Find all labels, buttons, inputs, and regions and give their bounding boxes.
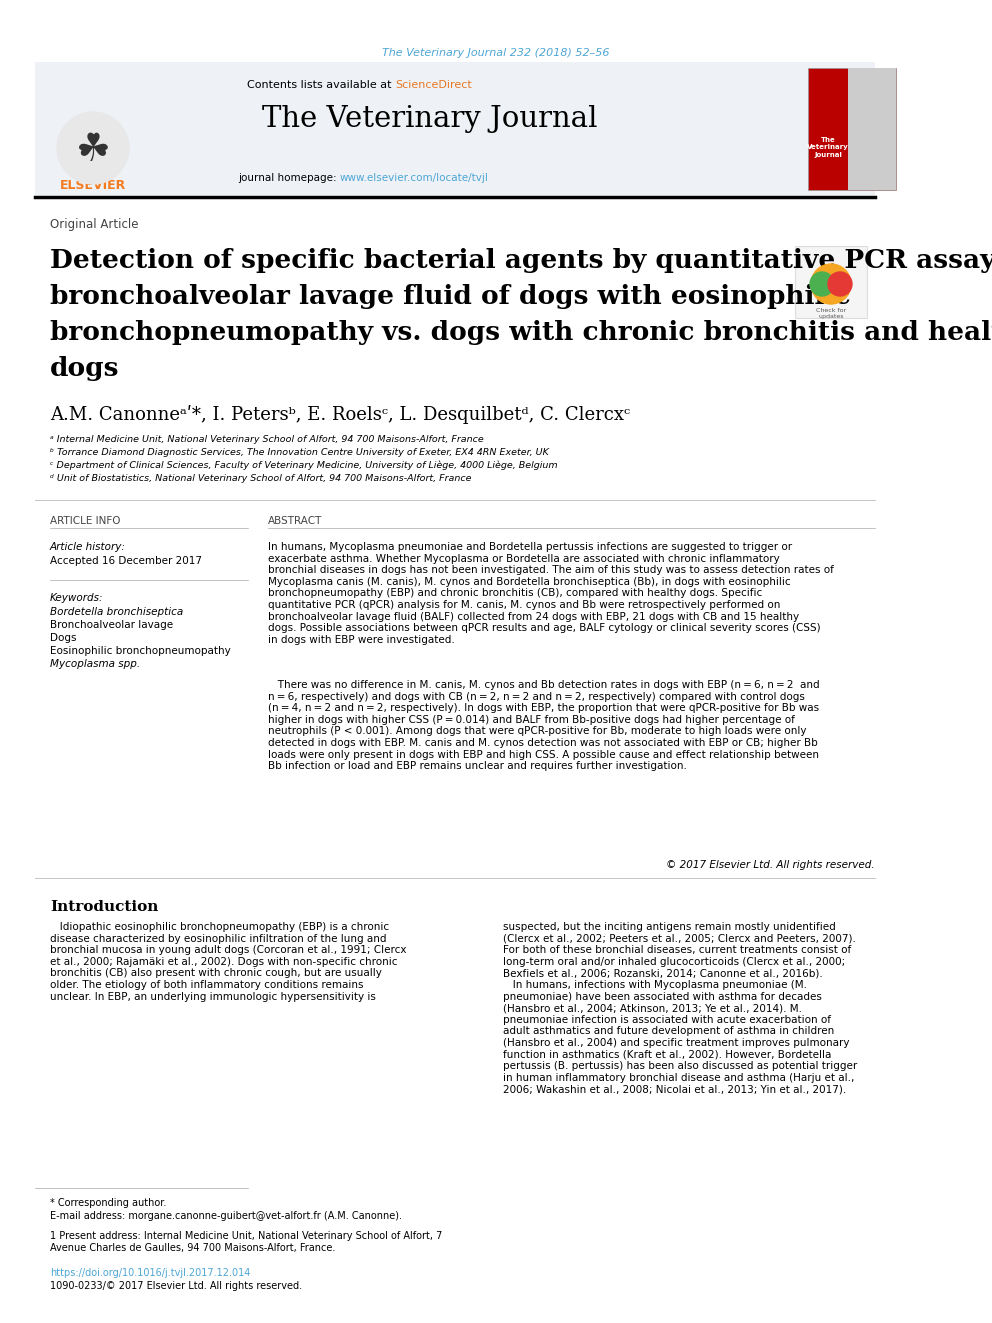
Text: ScienceDirect: ScienceDirect [395, 79, 472, 90]
Text: ᵃ Internal Medicine Unit, National Veterinary School of Alfort, 94 700 Maisons-A: ᵃ Internal Medicine Unit, National Veter… [50, 435, 484, 445]
Text: dogs: dogs [50, 356, 119, 381]
Bar [848, 67, 896, 191]
Text: Bordetella bronchiseptica: Bordetella bronchiseptica [50, 607, 184, 617]
Text: 1090-0233/© 2017 Elsevier Ltd. All rights reserved.: 1090-0233/© 2017 Elsevier Ltd. All right… [50, 1281, 303, 1291]
Text: ᵇ Torrance Diamond Diagnostic Services, The Innovation Centre University of Exet: ᵇ Torrance Diamond Diagnostic Services, … [50, 448, 549, 456]
Circle shape [57, 112, 129, 184]
Text: The
Veterinary
Journal: The Veterinary Journal [807, 136, 849, 157]
Text: In humans, Mycoplasma pneumoniae and Bordetella pertussis infections are suggest: In humans, Mycoplasma pneumoniae and Bor… [268, 542, 834, 644]
Text: * Corresponding author.: * Corresponding author. [50, 1199, 167, 1208]
Text: bronchoalveolar lavage fluid of dogs with eosinophilic: bronchoalveolar lavage fluid of dogs wit… [50, 284, 850, 310]
Text: Avenue Charles de Gaulles, 94 700 Maisons-Alfort, France.: Avenue Charles de Gaulles, 94 700 Maison… [50, 1244, 335, 1253]
Text: © 2017 Elsevier Ltd. All rights reserved.: © 2017 Elsevier Ltd. All rights reserved… [667, 860, 875, 871]
Text: Idiopathic eosinophilic bronchopneumopathy (EBP) is a chronic
disease characteri: Idiopathic eosinophilic bronchopneumopat… [50, 922, 407, 1002]
Text: Accepted 16 December 2017: Accepted 16 December 2017 [50, 556, 202, 566]
Text: 1 Present address: Internal Medicine Unit, National Veterinary School of Alfort,: 1 Present address: Internal Medicine Uni… [50, 1230, 442, 1241]
Circle shape [828, 273, 852, 296]
Text: https://doi.org/10.1016/j.tvjl.2017.12.014: https://doi.org/10.1016/j.tvjl.2017.12.0… [50, 1267, 250, 1278]
Text: E-mail address: morgane.canonne-guibert@vet-alfort.fr (A.M. Canonne).: E-mail address: morgane.canonne-guibert@… [50, 1211, 402, 1221]
Text: suspected, but the inciting antigens remain mostly unidentified
(Clercx et al., : suspected, but the inciting antigens rem… [503, 922, 857, 1094]
Text: Introduction: Introduction [50, 900, 159, 914]
Text: Keywords:: Keywords: [50, 593, 103, 603]
Bar [795, 246, 867, 318]
Text: The Veterinary Journal 232 (2018) 52–56: The Veterinary Journal 232 (2018) 52–56 [382, 48, 610, 58]
Text: ABSTRACT: ABSTRACT [268, 516, 322, 527]
Text: ᵈ Unit of Biostatistics, National Veterinary School of Alfort, 94 700 Maisons-Al: ᵈ Unit of Biostatistics, National Veteri… [50, 474, 471, 483]
Text: ARTICLE INFO: ARTICLE INFO [50, 516, 120, 527]
Text: ELSEVIER: ELSEVIER [60, 179, 126, 192]
Text: There was no difference in M. canis, M. cynos and Bb detection rates in dogs wit: There was no difference in M. canis, M. … [268, 680, 819, 771]
Text: A.M. Canonneᵃʹ*, I. Petersᵇ, E. Roelsᶜ, L. Desquilbetᵈ, C. Clercxᶜ: A.M. Canonneᵃʹ*, I. Petersᵇ, E. Roelsᶜ, … [50, 405, 630, 423]
Text: www.elsevier.com/locate/tvjl: www.elsevier.com/locate/tvjl [340, 173, 489, 183]
Text: Contents lists available at: Contents lists available at [247, 79, 395, 90]
Text: bronchopneumopathy vs. dogs with chronic bronchitis and healthy: bronchopneumopathy vs. dogs with chronic… [50, 320, 992, 345]
Text: Check for
updates: Check for updates [816, 308, 846, 319]
Text: ᶜ Department of Clinical Sciences, Faculty of Veterinary Medicine, University of: ᶜ Department of Clinical Sciences, Facul… [50, 460, 558, 471]
Text: Bronchoalveolar lavage: Bronchoalveolar lavage [50, 620, 174, 630]
Text: Article history:: Article history: [50, 542, 126, 552]
Text: The Veterinary Journal: The Veterinary Journal [262, 105, 598, 134]
Text: journal homepage:: journal homepage: [238, 173, 340, 183]
Text: Detection of specific bacterial agents by quantitative PCR assays in the: Detection of specific bacterial agents b… [50, 247, 992, 273]
Text: Dogs: Dogs [50, 632, 76, 643]
Bar [35, 62, 875, 194]
Circle shape [810, 273, 834, 296]
Text: ☘: ☘ [75, 131, 110, 169]
Circle shape [811, 265, 851, 304]
Text: Original Article: Original Article [50, 218, 139, 232]
Text: Mycoplasma spp.: Mycoplasma spp. [50, 659, 140, 669]
Text: Eosinophilic bronchopneumopathy: Eosinophilic bronchopneumopathy [50, 646, 231, 656]
Bar [808, 67, 896, 191]
